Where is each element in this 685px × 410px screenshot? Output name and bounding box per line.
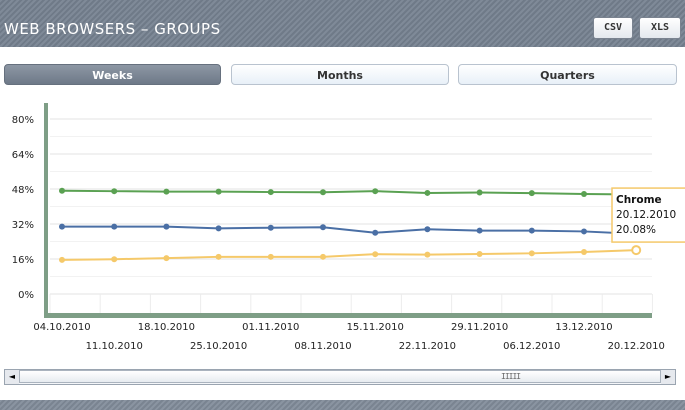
data-point xyxy=(111,223,118,230)
x-axis xyxy=(44,313,652,318)
y-tick-label: 32% xyxy=(12,220,34,231)
series-line xyxy=(61,189,637,196)
x-tick-label: 08.11.2010 xyxy=(294,341,351,352)
chart-scrollbar[interactable]: ◄ IIIII ► xyxy=(4,369,676,385)
y-tick-label: 0% xyxy=(18,290,34,301)
data-point xyxy=(163,255,170,262)
data-point xyxy=(163,188,170,195)
data-point xyxy=(59,256,65,263)
tab-months[interactable]: Months xyxy=(231,64,449,85)
data-point xyxy=(59,187,65,194)
x-tick-label: 13.12.2010 xyxy=(555,322,612,333)
scroll-left-button[interactable]: ◄ xyxy=(5,370,19,384)
data-point xyxy=(215,253,222,260)
scroll-right-button[interactable]: ► xyxy=(661,370,675,384)
data-point xyxy=(476,189,483,196)
data-point xyxy=(215,225,222,232)
data-point xyxy=(476,250,483,257)
x-tick-label: 20.12.2010 xyxy=(608,341,665,352)
series-line xyxy=(62,225,637,235)
data-point xyxy=(424,251,431,258)
tooltip-series: Chrome xyxy=(616,194,662,206)
data-point xyxy=(59,223,65,230)
y-tick-label: 48% xyxy=(12,185,34,196)
data-point xyxy=(320,253,326,260)
data-point xyxy=(581,228,587,235)
data-point xyxy=(581,191,587,198)
grip-icon: IIIII xyxy=(501,372,521,381)
data-point xyxy=(163,223,170,230)
data-point xyxy=(581,249,587,255)
data-point xyxy=(372,188,379,195)
data-point xyxy=(528,190,535,197)
x-tick-label: 11.10.2010 xyxy=(86,341,143,352)
y-tick-label: 64% xyxy=(12,150,34,161)
x-tick-label: 04.10.2010 xyxy=(33,322,90,333)
x-tick-label: 18.10.2010 xyxy=(138,322,195,333)
data-point xyxy=(267,224,274,231)
data-point xyxy=(320,224,326,231)
tooltip-date: 20.12.2010 xyxy=(616,209,676,221)
data-point xyxy=(215,188,222,195)
x-tick-label: 29.11.2010 xyxy=(451,322,508,333)
x-tick-label: 15.11.2010 xyxy=(347,322,404,333)
header-bar: WEB BROWSERS – GROUPS CSV XLS xyxy=(0,0,685,47)
scroll-track[interactable]: IIIII xyxy=(19,370,661,384)
data-point xyxy=(528,250,535,257)
tooltip-box xyxy=(611,187,685,243)
y-tick-label: 16% xyxy=(12,255,34,266)
data-point xyxy=(424,189,431,196)
data-point xyxy=(111,256,118,263)
series-line xyxy=(61,249,637,261)
data-point xyxy=(528,227,535,234)
scroll-thumb[interactable]: IIIII xyxy=(19,370,661,383)
tab-quarters[interactable]: Quarters xyxy=(458,64,677,85)
chart-tooltip: Chrome 20.12.2010 20.08% xyxy=(611,187,685,243)
data-point xyxy=(320,189,326,196)
xls-export-button[interactable]: XLS xyxy=(639,17,681,39)
x-tick-label: 06.12.2010 xyxy=(503,341,560,352)
data-point xyxy=(372,251,379,258)
page-title: WEB BROWSERS – GROUPS xyxy=(4,20,221,38)
x-tick-label: 01.11.2010 xyxy=(242,322,299,333)
y-tick-label: 80% xyxy=(12,115,34,126)
x-tick-label: 22.11.2010 xyxy=(399,341,456,352)
x-tick-label: 25.10.2010 xyxy=(190,341,247,352)
data-point xyxy=(424,226,431,233)
tab-weeks[interactable]: Weeks xyxy=(4,64,221,85)
y-axis xyxy=(44,103,48,317)
data-point xyxy=(267,189,274,196)
highlighted-point xyxy=(631,245,642,256)
line-chart: 0% 16% 32% 48% 64% 80% 04.10.2010 18.10.2010 01… xyxy=(12,103,685,352)
data-point xyxy=(476,227,483,234)
data-point xyxy=(111,188,118,195)
data-point xyxy=(372,229,379,236)
data-point xyxy=(267,253,274,260)
csv-export-button[interactable]: CSV xyxy=(593,17,633,39)
footer-bar xyxy=(0,400,685,410)
tooltip-value: 20.08% xyxy=(616,224,656,236)
